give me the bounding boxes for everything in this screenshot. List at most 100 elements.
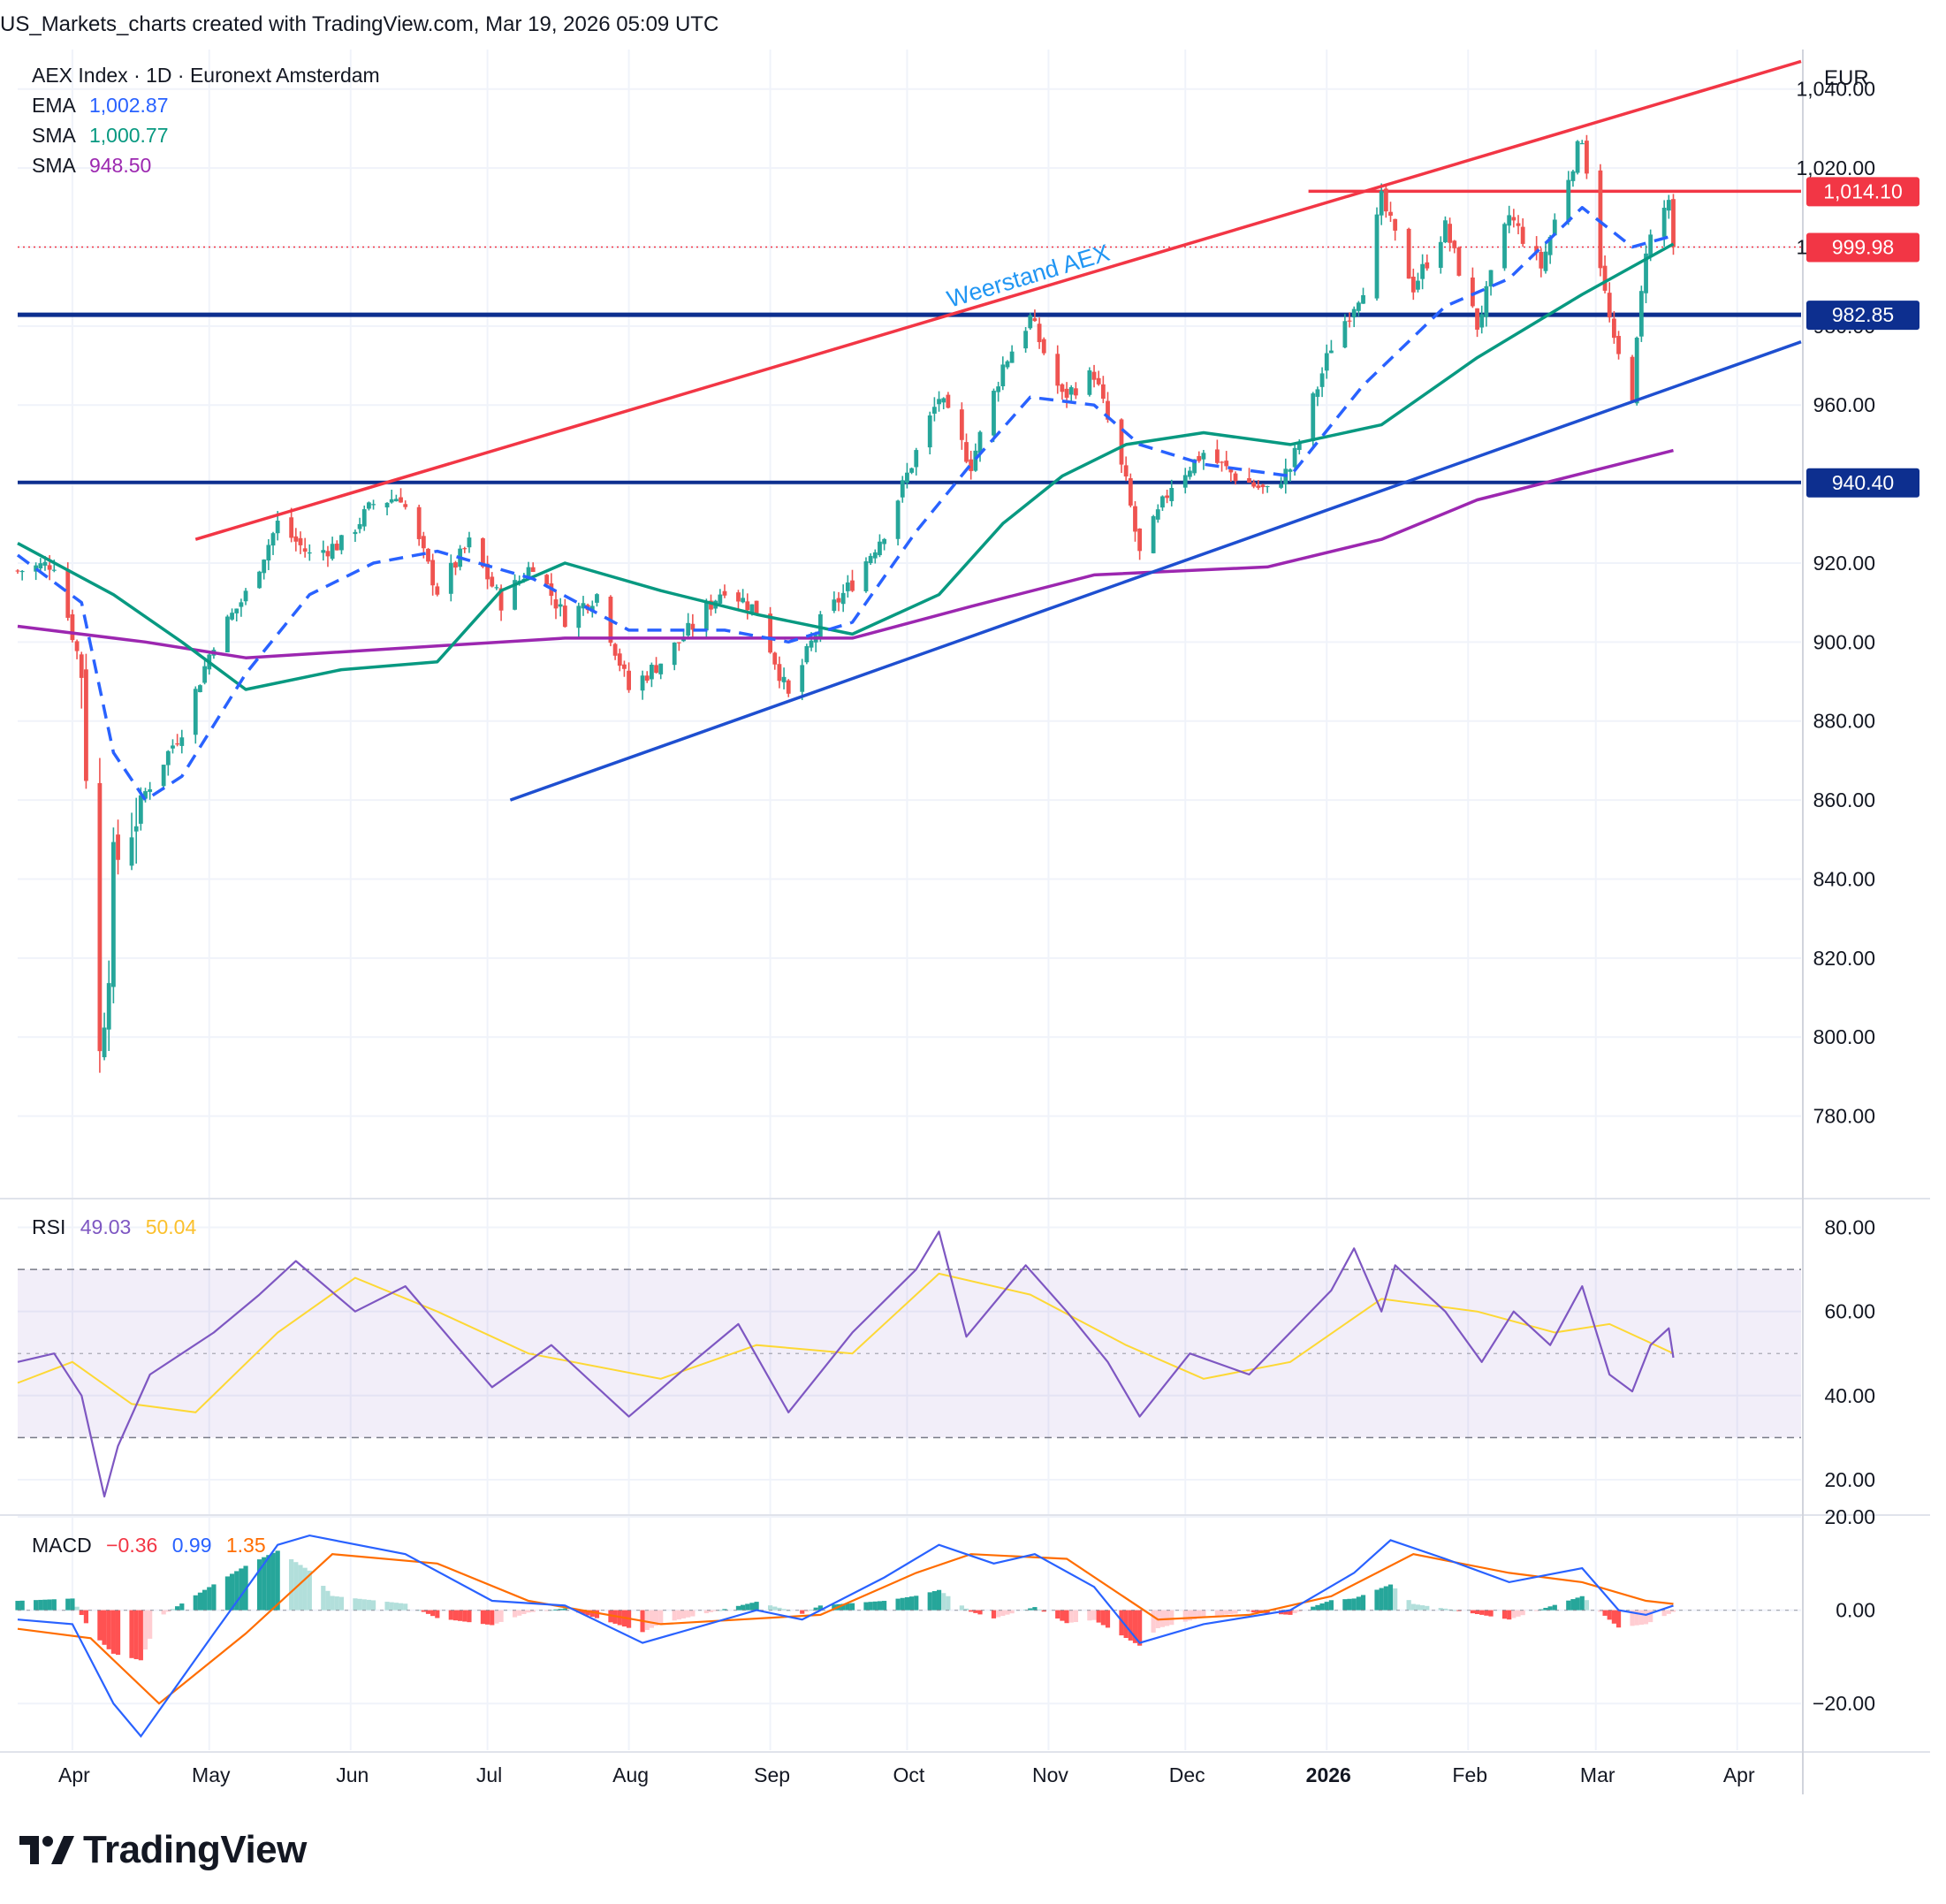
- candle-body-245: [1579, 142, 1585, 145]
- macd-hist-bar-35: [239, 1568, 244, 1611]
- candle-body-177: [1151, 516, 1156, 553]
- time-tick-1: May: [192, 1763, 231, 1786]
- macd-hist-bar-244: [1575, 1597, 1580, 1611]
- candle-body-42: [289, 517, 294, 538]
- candle-body-179: [1160, 496, 1165, 508]
- macd-hist-bar-117: [767, 1605, 773, 1611]
- macd-hist-bar-41: [275, 1550, 280, 1611]
- macd-legend: MACD −0.36 0.99 1.35: [32, 1534, 266, 1557]
- candle-body-98: [644, 675, 650, 681]
- candle-body-255: [1644, 253, 1648, 293]
- macd-hist-bar-103: [676, 1610, 681, 1620]
- macd-hist-bar-180: [1165, 1610, 1170, 1626]
- candle-body-228: [1475, 308, 1479, 330]
- macd-hist-bar-101: [658, 1610, 664, 1624]
- candle-body-211: [1361, 294, 1365, 304]
- candle-body-4: [42, 561, 48, 566]
- macd-hist-bar-133: [868, 1602, 873, 1611]
- macd-hist-bar-161: [1041, 1610, 1046, 1612]
- macd-hist-bar-106: [690, 1610, 696, 1617]
- candle-body-208: [1347, 320, 1352, 322]
- candle-body-9: [74, 641, 80, 651]
- rsi-band: [18, 1268, 1801, 1439]
- price-tick-3: 840.00: [1813, 867, 1875, 890]
- candle-body-106: [690, 623, 696, 630]
- candle-body-221: [1425, 262, 1430, 269]
- macd-hist-bar-111: [722, 1609, 727, 1611]
- macd-hist-bar-241: [1552, 1604, 1557, 1611]
- macd-hist-bar-32: [224, 1576, 231, 1611]
- chart-header: US_Markets_charts created with TradingVi…: [0, 12, 718, 37]
- macd-hist-bar-104: [680, 1610, 687, 1618]
- candle-body-43: [293, 536, 299, 542]
- macd-hist-bar-18: [133, 1610, 139, 1660]
- macd-hist-value: −0.36: [106, 1534, 157, 1557]
- candle-body-202: [1311, 393, 1316, 441]
- candle-body-49: [330, 544, 335, 560]
- time-tick-2: Jun: [336, 1763, 369, 1786]
- badge-support-low-text: 940.40: [1832, 471, 1894, 494]
- badge-last-price-text: 999.98: [1832, 236, 1894, 259]
- candle-body-163: [1060, 384, 1065, 392]
- candle-body-235: [1516, 223, 1521, 226]
- macd-line-value: 0.99: [172, 1534, 212, 1557]
- candle-body-13: [102, 1027, 107, 1058]
- candle-body-207: [1342, 321, 1348, 348]
- candle-body-199: [1288, 469, 1293, 472]
- candle-body-119: [777, 664, 782, 682]
- badge-support-high-text: 982.85: [1832, 303, 1894, 326]
- macd-hist-bar-140: [908, 1596, 915, 1611]
- candle-body-21: [148, 788, 153, 792]
- candle-body-188: [1220, 461, 1224, 463]
- candle-body-204: [1319, 373, 1325, 387]
- candle-body-149: [969, 459, 974, 471]
- macd-hist-bar-153: [996, 1610, 1001, 1618]
- candle-body-185: [1197, 455, 1202, 461]
- badge-support-high-bg: [1806, 301, 1919, 331]
- tradingview-logo[interactable]: TradingView: [19, 1828, 307, 1872]
- candle-body-213: [1379, 191, 1384, 216]
- macd-hist-bar-76: [498, 1610, 504, 1622]
- candle-body-91: [595, 594, 599, 603]
- rsi-label: RSI: [32, 1215, 65, 1238]
- macd-hist-bar-20: [142, 1610, 148, 1650]
- macd-hist-bar-247: [1598, 1610, 1603, 1612]
- time-tick-0: Apr: [58, 1763, 90, 1786]
- candle-body-3: [38, 563, 43, 569]
- candle-body-197: [1279, 484, 1284, 488]
- macd-hist-bar-166: [1073, 1610, 1078, 1623]
- candle-body-28: [198, 685, 202, 693]
- macd-hist-bar-236: [1520, 1610, 1525, 1616]
- candle-body-152: [992, 391, 996, 436]
- macd-hist-bar-159: [1032, 1607, 1038, 1611]
- legend-sma-fast-value: 1,000.77: [89, 124, 169, 147]
- macd-hist-bar-52: [353, 1598, 358, 1611]
- time-tick-6: Oct: [893, 1763, 925, 1786]
- candle-body-5: [47, 565, 52, 570]
- price-tick-9: 960.00: [1813, 393, 1875, 416]
- horizontal-levels[interactable]: [18, 189, 1801, 484]
- macd-hist-bar-165: [1068, 1610, 1074, 1623]
- candle-body-12: [97, 782, 103, 1052]
- macd-hist-bar-65: [430, 1610, 436, 1617]
- macd-hist-bar-67: [448, 1610, 453, 1620]
- candle-body-172: [1119, 419, 1124, 465]
- macd-hist-bar-259: [1670, 1610, 1676, 1612]
- macd-hist-bar-209: [1351, 1598, 1357, 1611]
- macd-hist-bar-175: [1132, 1610, 1138, 1643]
- sma-fast-line: [17, 242, 1675, 691]
- candle-body-217: [1406, 228, 1411, 279]
- macd-hist-bar-232: [1501, 1610, 1508, 1619]
- macd-hist-bar-84: [553, 1609, 559, 1611]
- legend-sma-slow-value: 948.50: [89, 154, 151, 177]
- candle-body-167: [1087, 369, 1092, 395]
- candle-body-68: [453, 562, 458, 568]
- candle-body-95: [622, 664, 627, 669]
- trend-lines[interactable]: [194, 59, 1802, 802]
- macd-hist-bar-68: [452, 1610, 459, 1621]
- candle-body-241: [1552, 219, 1557, 236]
- macd-hist-bar-151: [977, 1610, 983, 1615]
- candle-body-15: [110, 842, 116, 987]
- macd-hist-bar-256: [1648, 1610, 1653, 1623]
